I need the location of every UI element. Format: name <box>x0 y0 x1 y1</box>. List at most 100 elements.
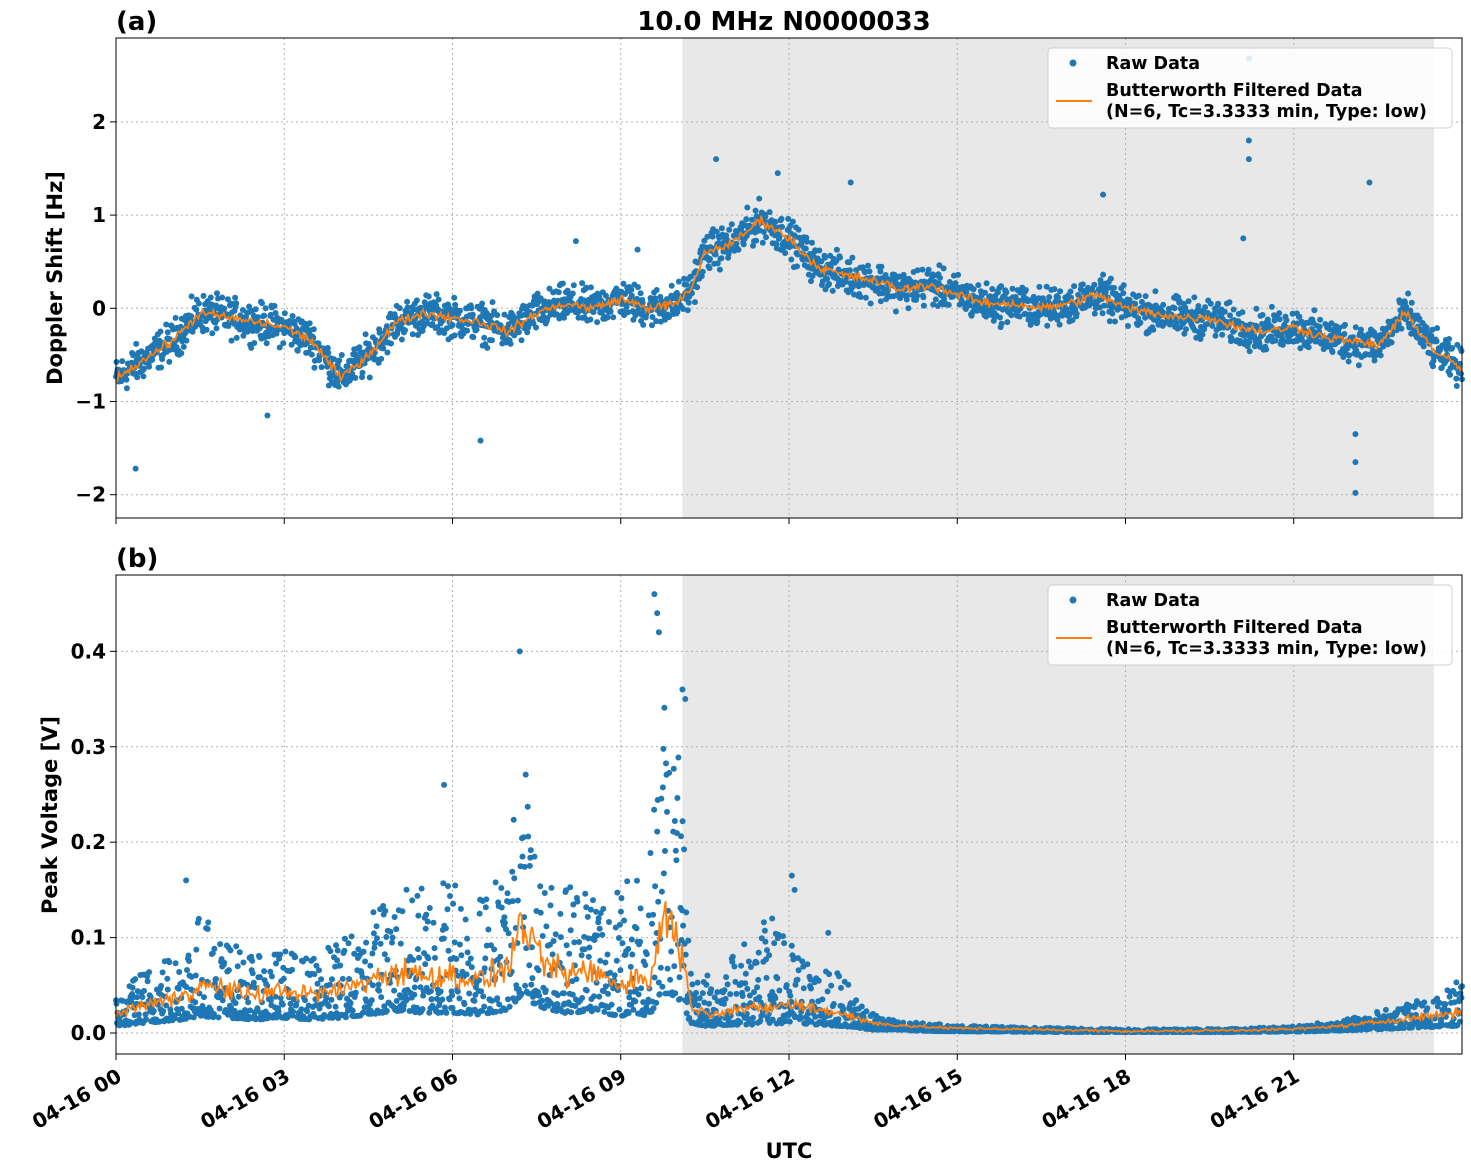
raw-data-point <box>383 1007 390 1014</box>
raw-data-point <box>501 914 508 921</box>
raw-data-point <box>877 268 884 275</box>
raw-data-point <box>240 332 247 339</box>
raw-data-point <box>1263 346 1270 353</box>
raw-data-point <box>766 952 773 959</box>
raw-data-point <box>742 980 749 987</box>
raw-data-point <box>525 324 532 331</box>
raw-data-point <box>423 911 430 918</box>
raw-data-point <box>440 935 447 942</box>
raw-data-point <box>1150 326 1157 333</box>
raw-data-point <box>164 986 171 993</box>
raw-data-point <box>1272 337 1279 344</box>
raw-data-point <box>302 997 308 1004</box>
raw-data-point <box>451 332 458 339</box>
raw-data-point <box>566 950 573 957</box>
raw-data-point <box>812 1013 819 1020</box>
raw-data-point <box>750 1014 756 1021</box>
panel-b-ylabel: Peak Voltage [V] <box>38 716 62 914</box>
raw-data-point <box>449 322 456 328</box>
raw-data-point <box>745 958 752 965</box>
raw-data-point <box>561 990 567 997</box>
raw-data-point <box>1305 344 1312 351</box>
raw-data-point <box>1091 310 1098 317</box>
raw-data-point <box>675 754 682 761</box>
raw-data-point <box>123 376 130 383</box>
raw-data-point <box>256 954 263 960</box>
raw-data-point <box>721 987 728 994</box>
raw-data-point <box>749 1020 756 1027</box>
raw-data-point <box>518 990 525 997</box>
raw-data-point <box>731 963 738 970</box>
raw-data-point <box>583 284 590 291</box>
raw-data-point <box>480 993 487 1000</box>
raw-data-point <box>311 971 318 978</box>
raw-data-point <box>822 286 829 293</box>
raw-data-point <box>178 350 185 357</box>
raw-data-point <box>1022 310 1029 317</box>
raw-data-point <box>1135 292 1142 299</box>
raw-data-point <box>587 316 594 323</box>
raw-data-point <box>1016 313 1023 320</box>
raw-data-point <box>1423 325 1430 331</box>
raw-data-point <box>1345 358 1352 365</box>
raw-data-point <box>399 908 406 915</box>
raw-data-point <box>310 326 317 333</box>
raw-data-point <box>559 280 566 287</box>
raw-data-point <box>185 952 192 959</box>
raw-data-point <box>778 215 785 222</box>
raw-data-point <box>1057 288 1064 295</box>
raw-data-point <box>541 890 548 896</box>
raw-data-point <box>1100 191 1107 198</box>
raw-data-point <box>367 962 374 969</box>
raw-data-point <box>449 992 456 999</box>
raw-data-point <box>518 337 525 344</box>
raw-data-point <box>325 349 332 356</box>
raw-data-point <box>514 897 521 904</box>
raw-data-point <box>877 298 884 305</box>
raw-data-point <box>327 948 334 955</box>
raw-data-point <box>1227 312 1233 319</box>
raw-data-point <box>267 311 274 318</box>
raw-data-point <box>316 967 322 974</box>
raw-data-point <box>164 975 171 982</box>
raw-data-point <box>679 818 686 825</box>
raw-data-point <box>725 250 732 257</box>
raw-data-point <box>205 919 212 926</box>
raw-data-point <box>481 1003 488 1010</box>
raw-data-point <box>546 285 553 292</box>
raw-data-point <box>1329 349 1336 355</box>
raw-data-point <box>378 994 385 1001</box>
raw-data-point <box>341 947 348 954</box>
y-tick-label: 2 <box>92 110 106 134</box>
raw-data-point <box>637 938 644 945</box>
raw-data-point <box>410 957 417 963</box>
raw-data-point <box>591 993 597 1000</box>
raw-data-point <box>233 300 240 307</box>
panel-a-legend: Raw Data Butterworth Filtered Data (N=6,… <box>1047 47 1453 129</box>
raw-data-point <box>150 1008 157 1014</box>
raw-data-point <box>477 437 484 444</box>
raw-data-point <box>785 215 792 222</box>
raw-data-point <box>129 984 136 991</box>
raw-data-point <box>586 944 593 951</box>
raw-data-point <box>940 265 947 272</box>
raw-data-point <box>437 988 444 995</box>
raw-data-point <box>772 995 779 1002</box>
raw-data-point <box>184 967 190 973</box>
raw-data-point <box>982 289 988 296</box>
raw-data-point <box>1355 362 1362 369</box>
raw-data-point <box>763 234 769 241</box>
raw-data-point <box>666 314 673 320</box>
raw-data-point <box>583 987 590 994</box>
raw-data-point <box>1191 294 1198 301</box>
raw-data-point <box>547 902 554 909</box>
raw-data-point <box>763 974 770 981</box>
raw-data-point <box>479 300 486 307</box>
raw-data-point <box>585 953 592 960</box>
raw-data-point <box>803 238 810 245</box>
raw-data-point <box>740 241 747 248</box>
raw-data-point <box>783 982 790 989</box>
raw-data-point <box>649 314 656 320</box>
raw-data-point <box>377 940 384 947</box>
raw-data-point <box>712 251 719 258</box>
